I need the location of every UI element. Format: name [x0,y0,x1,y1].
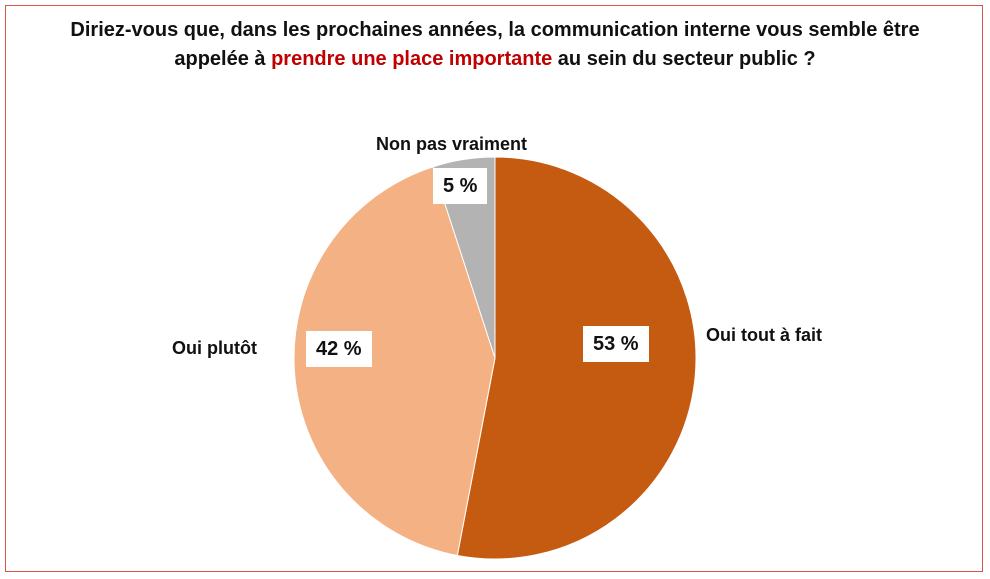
slice-label-non-pas-vraiment: Non pas vraiment [376,134,528,154]
value-label-oui-tout-a-fait: 53 % [583,326,649,362]
value-label-oui-plutot: 42 % [306,331,372,367]
title-highlight: prendre une place importante [271,48,553,70]
chart-title: Diriez-vous que, dans les prochaines ann… [40,16,950,74]
pie-slice-oui-plutot [293,166,496,557]
value-label-non-pas-vraiment: 5 % [433,168,488,204]
slice-label-oui-tout-a-fait: Oui tout à fait [706,325,822,345]
pie-slice-non-pas-vraiment [432,156,496,359]
chart-frame [5,5,983,572]
title-part-1: Diriez-vous que, dans les prochaines ann… [70,19,920,70]
pie-slice-oui-tout-a-fait [456,156,697,560]
title-part-2: au sein du secteur public ? [552,48,816,70]
slice-label-oui-plutot: Oui plutôt [172,338,257,358]
